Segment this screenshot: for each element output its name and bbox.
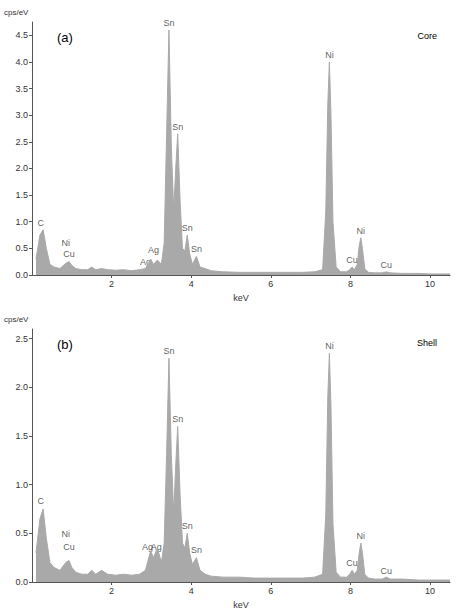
svg-text:keV: keV bbox=[233, 600, 249, 610]
svg-text:1.5: 1.5 bbox=[15, 190, 28, 200]
svg-text:0.0: 0.0 bbox=[15, 270, 28, 280]
svg-text:Sn: Sn bbox=[191, 545, 202, 555]
svg-text:cps/eV: cps/eV bbox=[4, 315, 29, 324]
svg-text:2: 2 bbox=[109, 279, 114, 289]
svg-text:0.0: 0.0 bbox=[15, 577, 28, 587]
svg-text:1.0: 1.0 bbox=[15, 480, 28, 490]
svg-text:Ni: Ni bbox=[325, 50, 334, 60]
svg-text:(a): (a) bbox=[57, 30, 73, 45]
svg-text:Sn: Sn bbox=[172, 122, 183, 132]
svg-text:C: C bbox=[38, 496, 45, 506]
svg-text:4.0: 4.0 bbox=[15, 57, 28, 67]
svg-text:Cu: Cu bbox=[63, 542, 75, 552]
svg-text:4: 4 bbox=[189, 586, 194, 596]
svg-text:4: 4 bbox=[189, 279, 194, 289]
svg-text:cps/eV: cps/eV bbox=[4, 8, 29, 17]
svg-text:3.5: 3.5 bbox=[15, 84, 28, 94]
svg-text:2.5: 2.5 bbox=[15, 334, 28, 344]
svg-text:Core: Core bbox=[417, 31, 437, 41]
svg-text:0.5: 0.5 bbox=[15, 243, 28, 253]
svg-text:Sn: Sn bbox=[182, 521, 193, 531]
svg-text:Ni: Ni bbox=[62, 529, 71, 539]
svg-text:Ni: Ni bbox=[62, 238, 71, 248]
svg-text:2.0: 2.0 bbox=[15, 382, 28, 392]
svg-text:Sn: Sn bbox=[163, 18, 174, 28]
svg-text:8: 8 bbox=[348, 279, 353, 289]
svg-text:6: 6 bbox=[268, 586, 273, 596]
svg-text:6: 6 bbox=[268, 279, 273, 289]
svg-text:keV: keV bbox=[233, 293, 249, 303]
svg-text:2.0: 2.0 bbox=[15, 163, 28, 173]
svg-text:4.5: 4.5 bbox=[15, 30, 28, 40]
svg-text:10: 10 bbox=[425, 586, 435, 596]
svg-text:Sn: Sn bbox=[182, 223, 193, 233]
svg-text:Ag: Ag bbox=[141, 542, 153, 553]
svg-text:Ni: Ni bbox=[325, 341, 334, 351]
svg-text:Ag: Ag bbox=[139, 257, 151, 267]
svg-text:0.5: 0.5 bbox=[15, 528, 28, 538]
svg-text:Ag: Ag bbox=[148, 245, 159, 255]
svg-text:1.0: 1.0 bbox=[15, 217, 28, 227]
svg-text:1.5: 1.5 bbox=[15, 431, 28, 441]
svg-text:3.0: 3.0 bbox=[15, 110, 28, 120]
svg-text:Sn: Sn bbox=[163, 346, 174, 356]
svg-text:2: 2 bbox=[109, 586, 114, 596]
svg-text:Cu: Cu bbox=[63, 249, 75, 259]
svg-text:Ni: Ni bbox=[357, 531, 366, 541]
svg-text:Ni: Ni bbox=[357, 226, 366, 236]
svg-text:Sn: Sn bbox=[172, 414, 183, 424]
svg-text:Cu: Cu bbox=[346, 255, 358, 265]
svg-text:Cu: Cu bbox=[381, 566, 393, 576]
svg-text:Cu: Cu bbox=[346, 558, 358, 568]
svg-text:C: C bbox=[38, 218, 45, 228]
svg-text:Shell: Shell bbox=[417, 338, 437, 348]
svg-text:Sn: Sn bbox=[191, 244, 202, 254]
svg-text:10: 10 bbox=[425, 279, 435, 289]
svg-text:Ag: Ag bbox=[150, 542, 162, 553]
svg-text:2.5: 2.5 bbox=[15, 137, 28, 147]
svg-text:8: 8 bbox=[348, 586, 353, 596]
svg-text:Cu: Cu bbox=[381, 260, 393, 270]
svg-text:(b): (b) bbox=[57, 337, 73, 352]
